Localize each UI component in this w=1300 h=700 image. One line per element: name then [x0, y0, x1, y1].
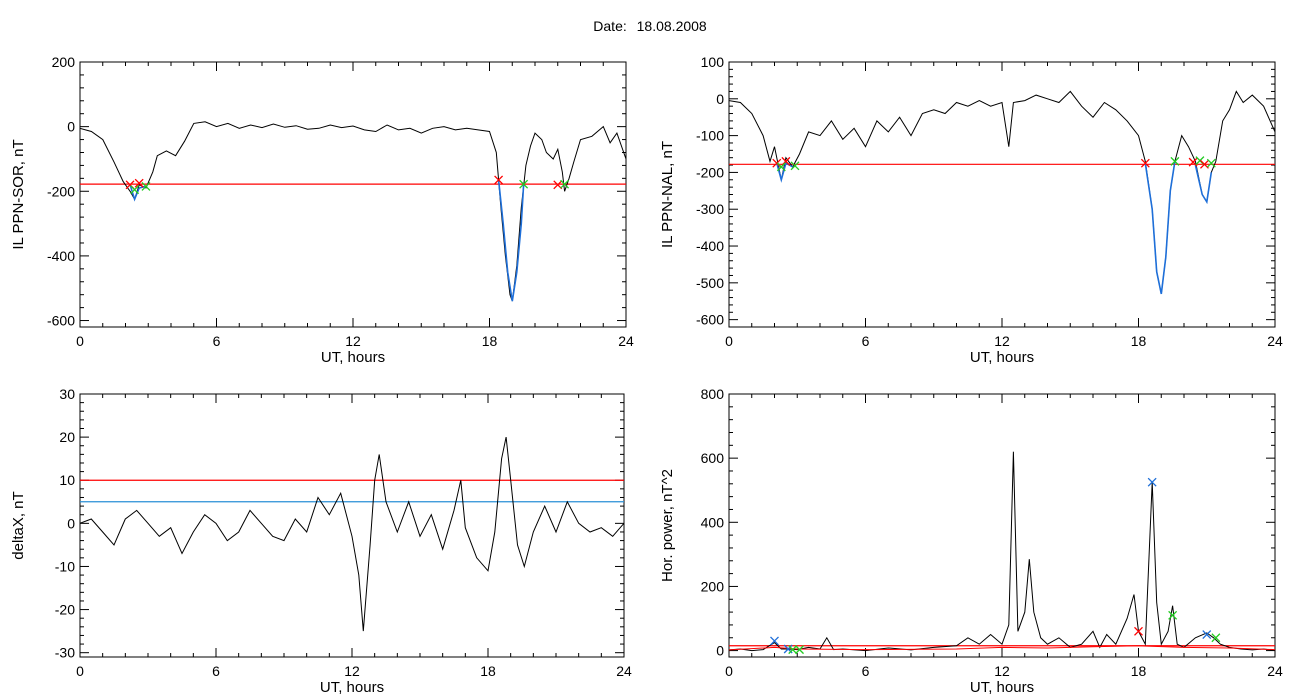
marker-green	[1211, 633, 1221, 643]
x-tick-label: 18	[1131, 333, 1147, 349]
marker-green	[560, 179, 570, 189]
x-tick-label: 0	[725, 663, 733, 679]
plot-area	[80, 121, 626, 302]
marker-red	[1134, 626, 1143, 636]
x-tick-label: 18	[480, 663, 496, 679]
y-tick-label: 200	[701, 578, 725, 594]
x-tick-label: 12	[994, 333, 1010, 349]
plot-area	[729, 90, 1275, 295]
date-value: 18.08.2008	[636, 18, 707, 34]
page-title: Date: 18.08.2008	[0, 18, 1300, 34]
x-tick-label: 18	[482, 333, 498, 349]
plot-frame	[728, 61, 1276, 328]
plot-frame	[79, 393, 625, 658]
y-tick-label: 800	[701, 386, 725, 402]
plot-nal: 0 6 12 18 24 100 0 -100 -200 -300 -400 -500 -600 UT, …	[659, 54, 1283, 366]
marker-blue	[1147, 477, 1157, 487]
y-tick-label: 10	[59, 472, 75, 488]
date-label: Date:	[593, 18, 627, 34]
x-axis-title: UT, hours	[321, 349, 385, 366]
marker-green	[795, 645, 804, 655]
y-tick-label: 0	[67, 515, 75, 531]
x-tick-label: 24	[616, 663, 632, 679]
y-tick-label: 0	[716, 643, 724, 659]
x-tick-label: 6	[213, 333, 221, 349]
x-tick-label: 0	[76, 333, 84, 349]
marker-green	[519, 179, 529, 189]
y-tick-label: 100	[701, 54, 725, 70]
y-axis-title: IL PPN-NAL, nT	[659, 141, 676, 248]
marker-red	[781, 156, 791, 166]
y-tick-label: 200	[52, 54, 76, 70]
marker-blue	[1202, 630, 1212, 640]
y-tick-label: -200	[696, 164, 724, 180]
plot-power: 0 6 12 18 24 800 600 400 200 0 UT, hours Hor. power…	[659, 386, 1283, 696]
plot-area	[729, 451, 1275, 655]
marker-red	[494, 175, 504, 185]
marker-red	[1140, 158, 1150, 168]
x-tick-label: 6	[862, 333, 870, 349]
y-tick-label: -600	[47, 313, 75, 329]
y-tick-label: 30	[59, 386, 75, 402]
marker-green	[776, 162, 786, 172]
x-axis-title: UT, hours	[970, 349, 1034, 366]
x-tick-label: 6	[862, 663, 870, 679]
plot-sor: 0 6 12 18 24 200 0 -200 -400 -600 UT, hours IL PPN-…	[10, 54, 634, 366]
y-tick-label: 0	[716, 91, 724, 107]
marker-green	[1170, 156, 1180, 166]
plot-deltax: 0 6 12 18 24 30 20 10 0 -10 -20 -30 UT, hours deltaX,…	[10, 386, 632, 696]
y-tick-label: -300	[696, 201, 724, 217]
y-tick-label: 20	[59, 429, 75, 445]
marker-green	[788, 645, 798, 655]
y-tick-label: -200	[47, 183, 75, 199]
y-tick-label: 0	[67, 119, 75, 135]
x-tick-label: 24	[1267, 663, 1283, 679]
marker-green	[1168, 610, 1178, 620]
marker-green	[130, 185, 140, 195]
y-tick-label: -100	[696, 128, 724, 144]
series-line-0	[80, 436, 624, 632]
series-line-0	[729, 451, 1275, 652]
x-tick-label: 18	[1131, 663, 1147, 679]
marker-red	[134, 178, 144, 188]
y-axis-title: deltaX, nT	[10, 491, 27, 559]
plot-frame	[728, 393, 1276, 658]
marker-blue	[770, 636, 779, 646]
plot-frame	[79, 61, 627, 328]
y-tick-label: -20	[55, 602, 75, 618]
series-line-3	[1194, 164, 1213, 205]
y-tick-label: 600	[701, 450, 725, 466]
series-line-1	[497, 179, 525, 302]
x-tick-label: 6	[212, 663, 220, 679]
x-tick-label: 12	[344, 663, 360, 679]
y-tick-label: -30	[55, 645, 75, 661]
marker-red	[1188, 157, 1198, 167]
x-axis-title: UT, hours	[970, 679, 1034, 696]
marker-green	[1206, 158, 1216, 168]
y-tick-label: -600	[696, 312, 724, 328]
x-tick-label: 24	[1267, 333, 1283, 349]
marker-green	[790, 161, 800, 171]
x-tick-label: 12	[345, 333, 361, 349]
y-tick-label: -10	[55, 558, 75, 574]
series-line-1	[1144, 161, 1176, 295]
y-tick-label: -500	[696, 275, 724, 291]
x-axis-title: UT, hours	[320, 679, 384, 696]
y-tick-label: -400	[47, 248, 75, 264]
x-tick-label: 0	[76, 663, 84, 679]
y-axis-title: IL PPN-SOR, nT	[10, 139, 27, 249]
series-line-0	[729, 90, 1275, 295]
marker-green	[141, 181, 151, 191]
x-tick-label: 24	[618, 333, 634, 349]
plot-area	[80, 436, 624, 632]
y-axis-title: Hor. power, nT^2	[659, 469, 676, 582]
y-tick-label: 400	[701, 514, 725, 530]
y-tick-label: -400	[696, 238, 724, 254]
x-tick-label: 0	[725, 333, 733, 349]
x-tick-label: 12	[994, 663, 1010, 679]
series-line-0	[80, 121, 626, 302]
